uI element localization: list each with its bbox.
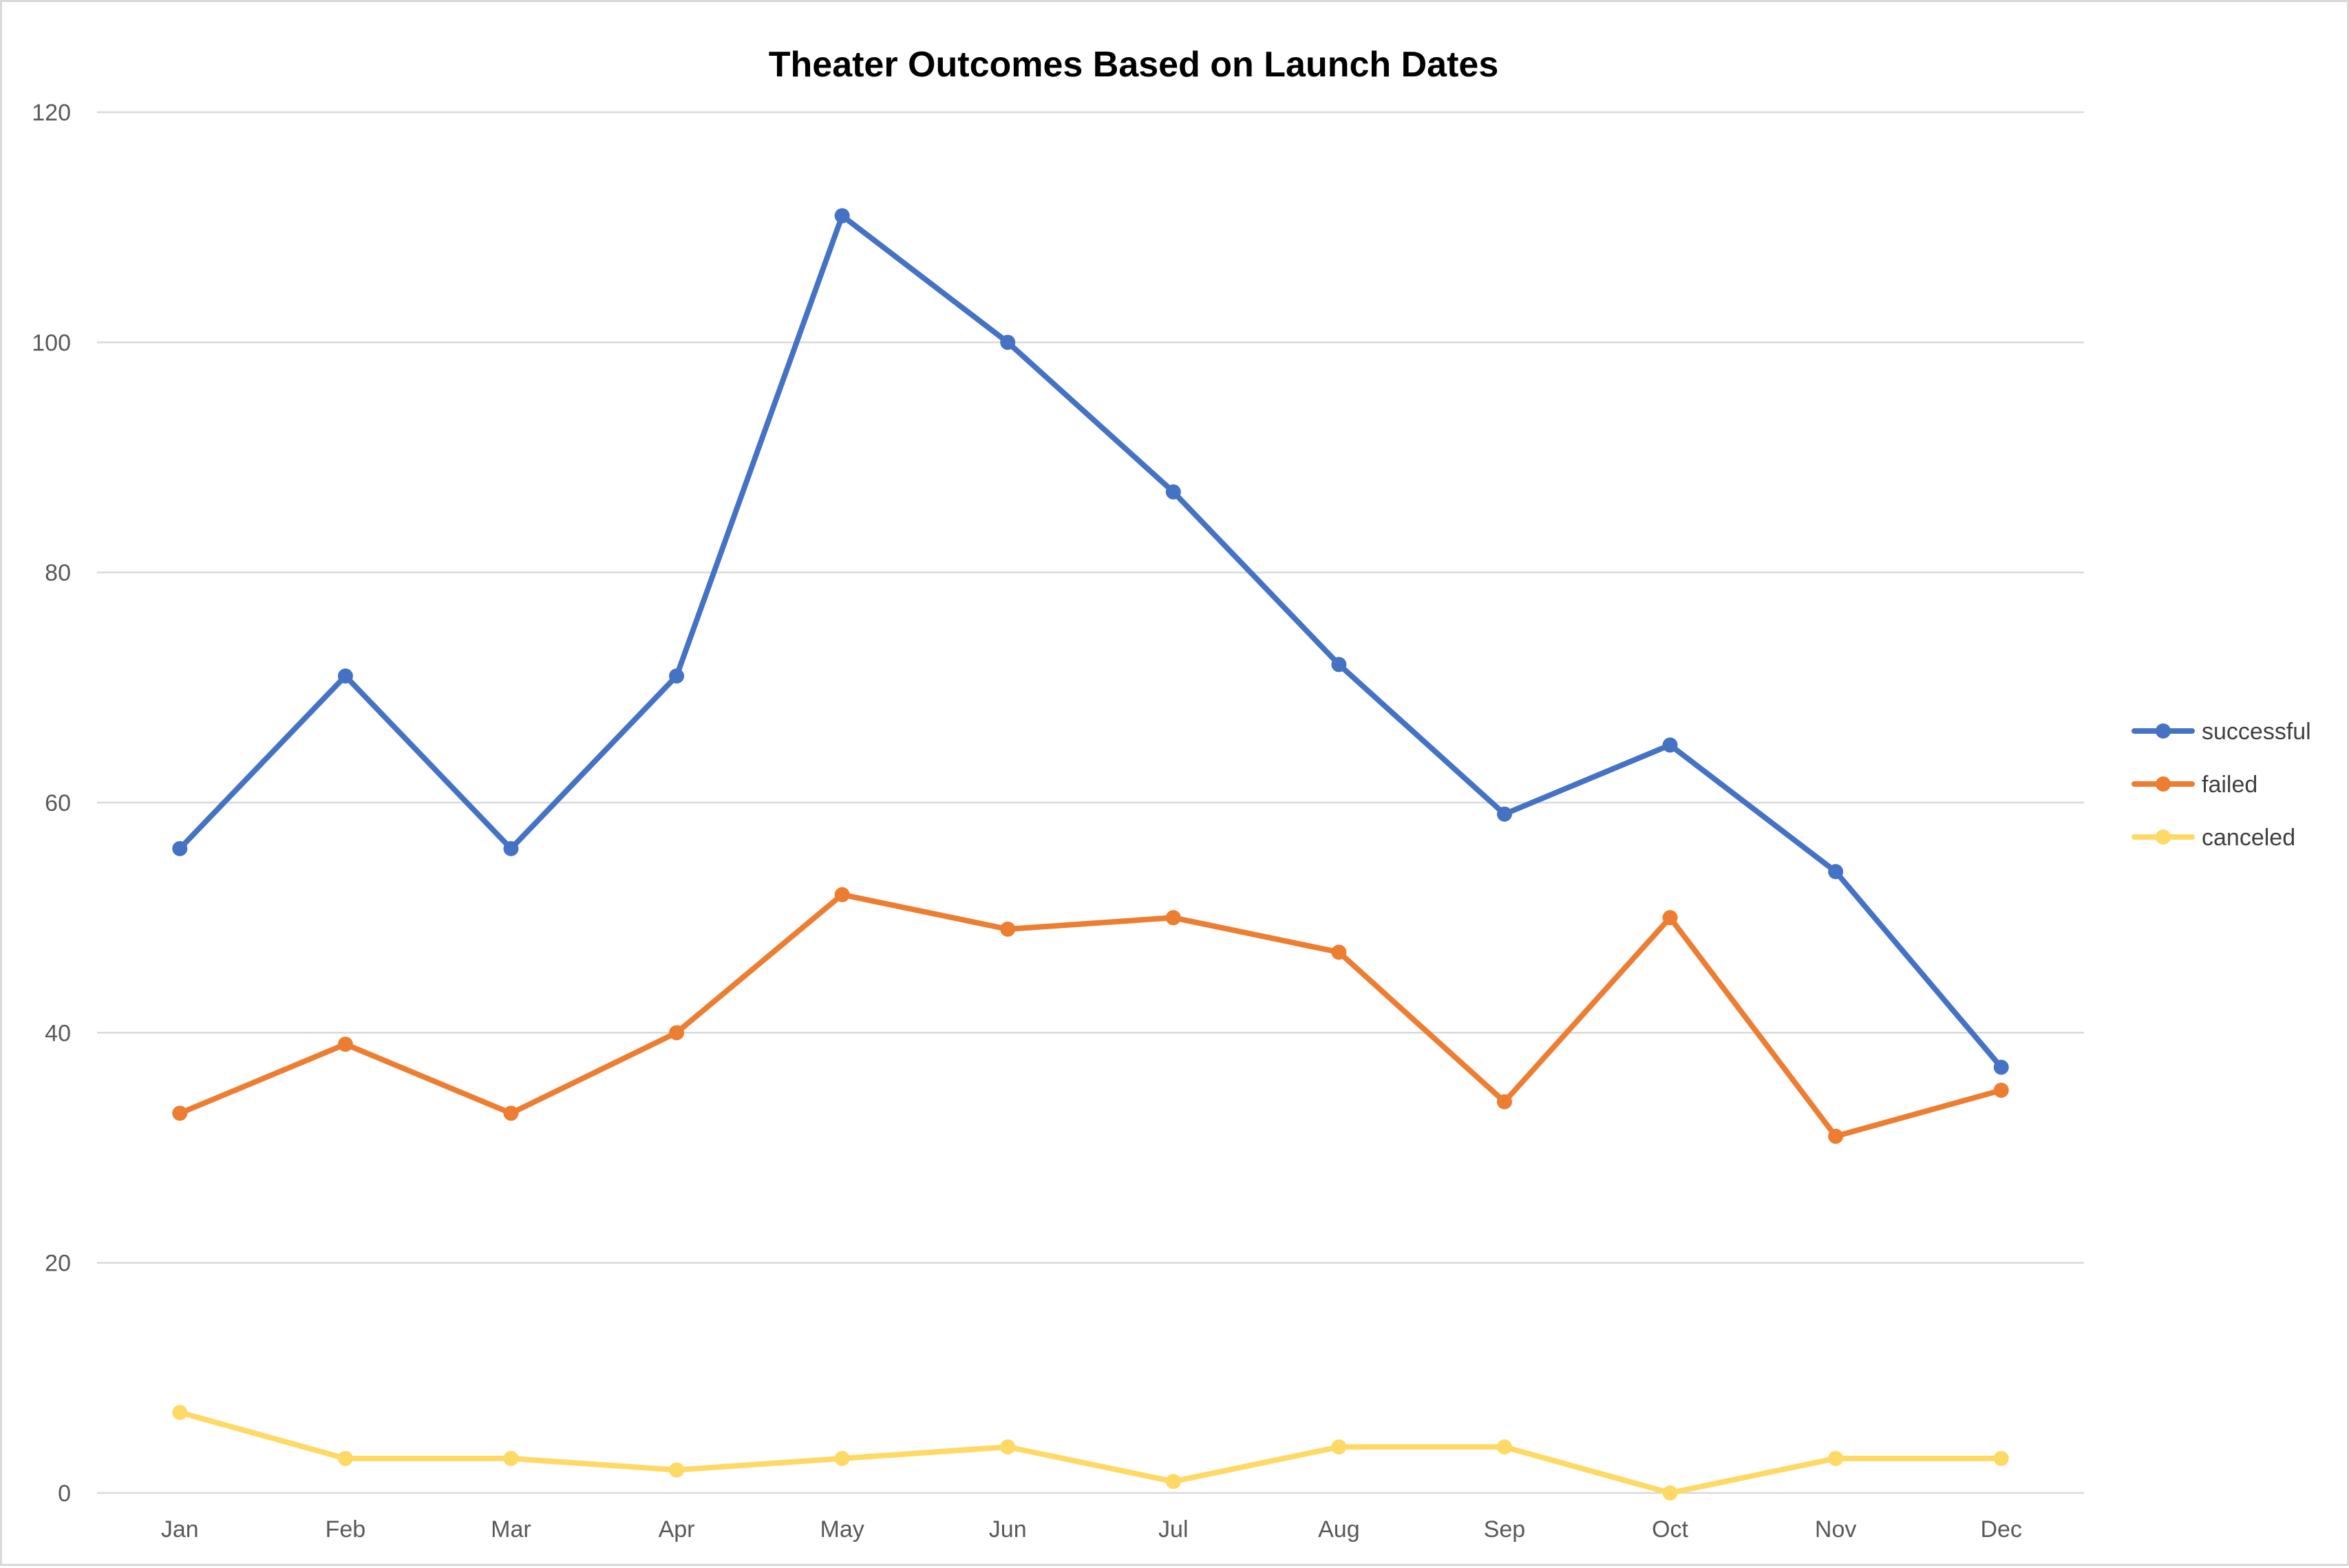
data-point-canceled bbox=[834, 1450, 850, 1466]
data-point-failed bbox=[172, 1105, 188, 1121]
y-tick-label: 40 bbox=[45, 1020, 71, 1046]
series-line-successful bbox=[177, 213, 2004, 1070]
x-tick-label: Oct bbox=[1652, 1516, 1688, 1543]
x-tick-label: Mar bbox=[491, 1516, 531, 1543]
series-line-canceled bbox=[177, 1409, 2004, 1496]
legend-item-canceled: canceled bbox=[2132, 825, 2295, 851]
x-tick-label: Feb bbox=[326, 1516, 366, 1543]
x-tick-label: Nov bbox=[1815, 1516, 1856, 1543]
legend: successful failed canceled bbox=[2132, 719, 2311, 851]
data-point-successful bbox=[1828, 864, 1844, 880]
data-point-canceled bbox=[337, 1450, 353, 1466]
data-point-canceled bbox=[1496, 1439, 1512, 1455]
x-tick-label: May bbox=[820, 1516, 864, 1543]
data-point-failed bbox=[1993, 1082, 2009, 1098]
series-failed bbox=[172, 887, 2009, 1144]
data-point-successful bbox=[1000, 335, 1016, 350]
series-line-failed bbox=[177, 891, 2004, 1139]
x-tick-label: Apr bbox=[659, 1516, 695, 1543]
y-tick-label: 0 bbox=[58, 1481, 71, 1507]
series-canceled bbox=[172, 1404, 2009, 1501]
gridlines bbox=[97, 111, 2084, 1494]
x-tick-label: Jan bbox=[161, 1516, 199, 1543]
data-point-failed bbox=[669, 1025, 685, 1041]
data-point-successful bbox=[1165, 484, 1181, 500]
data-point-canceled bbox=[1662, 1485, 1678, 1501]
series-lines bbox=[172, 208, 2009, 1501]
legend-item-successful: successful bbox=[2132, 719, 2311, 745]
data-point-failed bbox=[1828, 1128, 1844, 1144]
data-point-failed bbox=[1662, 910, 1678, 926]
x-tick-label: Jul bbox=[1158, 1516, 1188, 1543]
y-axis-tick-labels: 0 20 40 60 80 100 120 bbox=[32, 100, 71, 1507]
legend-swatch-marker bbox=[2156, 776, 2171, 792]
data-point-successful bbox=[1993, 1059, 2009, 1075]
data-point-failed bbox=[337, 1037, 353, 1052]
data-point-successful bbox=[834, 208, 850, 224]
x-axis-tick-labels: Jan Feb Mar Apr May Jun Jul Aug Sep Oct Nov Dec bbox=[161, 1516, 2022, 1543]
legend-item-failed: failed bbox=[2132, 772, 2257, 798]
data-point-failed bbox=[834, 887, 850, 902]
data-point-canceled bbox=[1331, 1439, 1347, 1455]
data-point-canceled bbox=[669, 1462, 685, 1478]
data-point-failed bbox=[1165, 910, 1181, 926]
y-tick-label: 100 bbox=[32, 330, 71, 356]
x-tick-label: Jun bbox=[989, 1516, 1027, 1543]
data-point-failed bbox=[1331, 944, 1347, 960]
chart-title: Theater Outcomes Based on Launch Dates bbox=[769, 45, 1499, 85]
data-point-canceled bbox=[1165, 1474, 1181, 1490]
data-point-failed bbox=[1496, 1094, 1512, 1110]
data-point-canceled bbox=[172, 1404, 188, 1420]
data-point-successful bbox=[669, 668, 685, 684]
x-tick-label: Aug bbox=[1318, 1516, 1360, 1543]
data-point-successful bbox=[1662, 737, 1678, 753]
y-tick-label: 80 bbox=[45, 560, 71, 586]
legend-swatch-marker bbox=[2156, 829, 2171, 845]
legend-label: canceled bbox=[2202, 825, 2295, 851]
data-point-canceled bbox=[503, 1450, 519, 1466]
data-point-canceled bbox=[1993, 1450, 2009, 1466]
y-tick-label: 120 bbox=[32, 100, 71, 126]
data-point-successful bbox=[337, 668, 353, 684]
y-tick-label: 20 bbox=[45, 1251, 71, 1277]
data-point-successful bbox=[503, 840, 519, 856]
data-point-successful bbox=[1496, 806, 1512, 822]
series-successful bbox=[172, 208, 2009, 1075]
legend-label: successful bbox=[2202, 719, 2311, 745]
data-point-failed bbox=[503, 1105, 519, 1121]
data-point-failed bbox=[1000, 921, 1016, 937]
legend-swatch-marker bbox=[2156, 723, 2171, 739]
x-tick-label: Dec bbox=[1980, 1516, 2021, 1543]
data-point-canceled bbox=[1000, 1439, 1016, 1455]
data-point-successful bbox=[1331, 657, 1347, 672]
data-point-successful bbox=[172, 840, 188, 856]
legend-label: failed bbox=[2202, 772, 2257, 798]
x-tick-label: Sep bbox=[1484, 1516, 1526, 1543]
data-point-canceled bbox=[1828, 1450, 1844, 1466]
y-tick-label: 60 bbox=[45, 790, 71, 816]
